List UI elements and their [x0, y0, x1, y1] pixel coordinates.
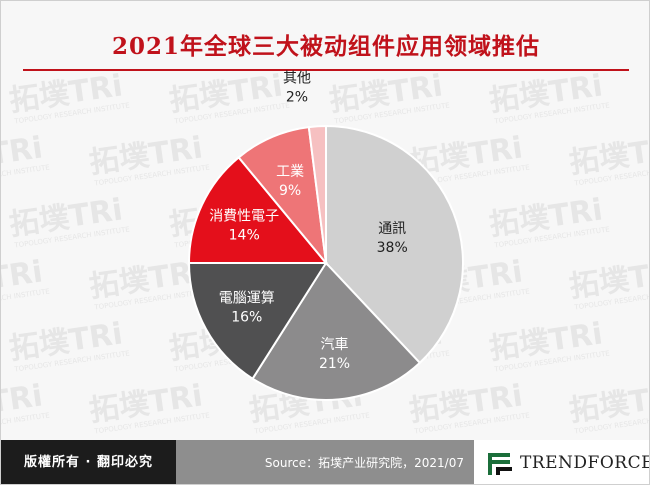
- title-underline: [23, 69, 629, 71]
- pie-slice-5: [307, 124, 327, 264]
- pie-label-name: 消費性電子: [209, 209, 279, 225]
- pie-slice-3: [187, 156, 329, 264]
- pie-slice-0: [325, 124, 464, 365]
- pie-slice-1: [251, 261, 422, 401]
- pie-label-name: 其他: [283, 70, 311, 86]
- pie-label-value: 38%: [377, 240, 408, 256]
- footer-bar: 版權所有 · 翻印必究 Source：拓墣产业研究院，2021/07 TREND…: [1, 440, 650, 484]
- trendforce-logo-text: TRENDFORCE: [520, 453, 650, 473]
- pie-label-value: 14%: [229, 228, 260, 244]
- watermark-brand: 拓墣TRi: [647, 192, 650, 243]
- pie-chart: 通訊 38% 汽車 21% 電腦運算 16% 消費性電子 14% 工業 9% 其他 2%: [187, 70, 464, 401]
- pie-label-value: 9%: [279, 183, 301, 199]
- watermark-brand: 拓墣TRi: [647, 316, 650, 367]
- pie-label-name: 工業: [276, 164, 304, 180]
- pie-label-name: 汽車: [321, 336, 349, 353]
- pie-label-name: 通訊: [378, 221, 406, 237]
- pie-label-value: 2%: [286, 89, 308, 105]
- pie-slice-2: [187, 262, 328, 381]
- copyright-notice: 版權所有 · 翻印必究: [1, 440, 176, 484]
- watermark-brand: 拓墣TRi: [647, 68, 650, 119]
- pie-label-value: 16%: [231, 310, 262, 326]
- pie-label-value: 21%: [319, 356, 350, 372]
- source-note: Source：拓墣产业研究院，2021/07: [176, 440, 474, 484]
- chart-title: 2021年全球三大被动组件应用领域推估: [111, 33, 540, 60]
- trendforce-logo-icon: [488, 453, 512, 475]
- trendforce-logo: TRENDFORCE: [474, 440, 650, 484]
- pie-label-name: 電腦運算: [219, 291, 275, 307]
